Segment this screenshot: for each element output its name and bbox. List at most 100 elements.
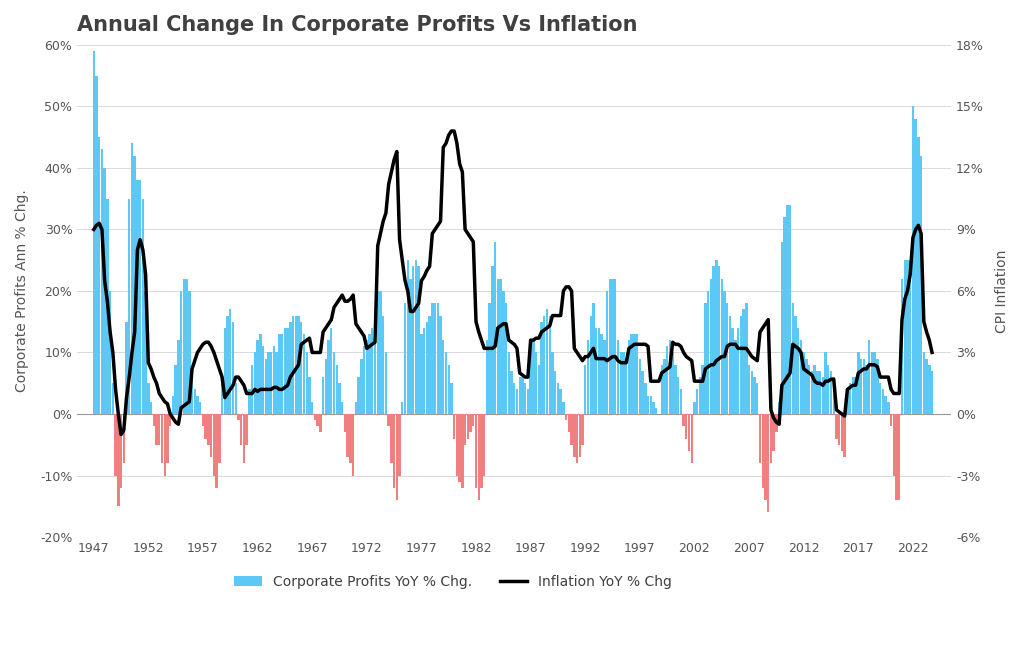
Bar	[500, 278, 502, 414]
Bar	[243, 414, 245, 463]
Bar	[141, 199, 144, 414]
Bar	[513, 384, 515, 414]
Bar	[524, 384, 526, 414]
Bar	[911, 106, 914, 414]
Bar	[453, 414, 456, 439]
Bar	[407, 260, 409, 414]
Bar	[325, 359, 327, 414]
Bar	[882, 389, 884, 414]
Bar	[854, 377, 857, 414]
Bar	[472, 414, 474, 426]
Bar	[319, 414, 322, 432]
Bar	[431, 303, 433, 414]
Bar	[713, 266, 715, 414]
Bar	[608, 278, 611, 414]
Bar	[147, 384, 150, 414]
Bar	[721, 278, 723, 414]
Bar	[349, 414, 351, 463]
Text: Annual Change In Corporate Profits Vs Inflation: Annual Change In Corporate Profits Vs In…	[78, 15, 638, 35]
Bar	[690, 414, 693, 463]
Bar	[682, 414, 685, 426]
Bar	[754, 377, 756, 414]
Bar	[562, 402, 564, 414]
Bar	[475, 414, 477, 488]
Bar	[518, 377, 521, 414]
Bar	[666, 347, 669, 414]
Bar	[377, 291, 379, 414]
Bar	[742, 310, 744, 414]
Bar	[819, 371, 821, 414]
Bar	[816, 371, 818, 414]
Bar	[865, 365, 867, 414]
Bar	[412, 266, 415, 414]
Bar	[300, 322, 302, 414]
Bar	[526, 389, 529, 414]
Bar	[308, 377, 310, 414]
Bar	[554, 371, 556, 414]
Bar	[295, 315, 297, 414]
Bar	[161, 414, 163, 463]
Bar	[153, 414, 155, 426]
Bar	[238, 414, 240, 420]
Bar	[199, 402, 202, 414]
Bar	[745, 303, 748, 414]
Bar	[469, 414, 472, 432]
Bar	[366, 340, 368, 414]
Bar	[890, 414, 892, 426]
Bar	[644, 384, 646, 414]
Bar	[603, 340, 605, 414]
Bar	[231, 322, 234, 414]
Bar	[623, 352, 625, 414]
Bar	[226, 315, 228, 414]
Bar	[248, 389, 251, 414]
Bar	[403, 303, 407, 414]
Bar	[829, 371, 833, 414]
Bar	[207, 414, 210, 445]
Bar	[451, 384, 453, 414]
Bar	[565, 414, 567, 420]
Bar	[739, 315, 742, 414]
Bar	[131, 143, 133, 414]
Bar	[677, 377, 679, 414]
Bar	[223, 328, 226, 414]
Bar	[275, 352, 278, 414]
Y-axis label: Corporate Profits Ann % Chg.: Corporate Profits Ann % Chg.	[15, 190, 29, 393]
Bar	[611, 278, 613, 414]
Bar	[444, 352, 447, 414]
Bar	[696, 389, 698, 414]
Bar	[647, 395, 649, 414]
Bar	[582, 414, 584, 445]
Bar	[641, 371, 644, 414]
Bar	[838, 414, 841, 445]
Bar	[328, 340, 330, 414]
Bar	[393, 414, 395, 488]
Bar	[649, 395, 652, 414]
Bar	[715, 260, 718, 414]
Bar	[903, 260, 906, 414]
Bar	[813, 365, 816, 414]
Bar	[461, 414, 464, 488]
Bar	[398, 414, 400, 476]
Bar	[497, 278, 499, 414]
Bar	[669, 340, 671, 414]
Bar	[169, 414, 171, 426]
Bar	[305, 352, 308, 414]
Bar	[631, 334, 633, 414]
Bar	[688, 414, 690, 451]
Bar	[251, 365, 253, 414]
Bar	[672, 352, 674, 414]
Bar	[428, 315, 431, 414]
Bar	[836, 414, 838, 439]
Bar	[685, 414, 687, 439]
Bar	[387, 414, 390, 426]
Bar	[885, 395, 887, 414]
Bar	[439, 315, 441, 414]
Bar	[415, 260, 417, 414]
Bar	[172, 395, 174, 414]
Bar	[849, 384, 851, 414]
Bar	[272, 347, 275, 414]
Bar	[234, 384, 237, 414]
Bar	[297, 315, 300, 414]
Bar	[480, 414, 482, 488]
Bar	[379, 291, 382, 414]
